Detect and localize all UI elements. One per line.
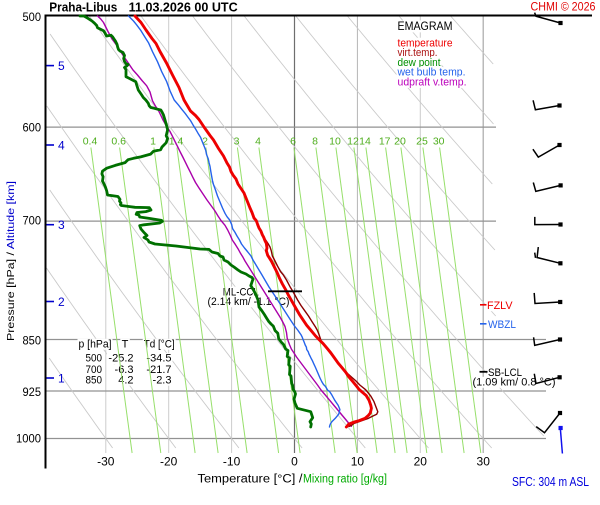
svg-text:-21.7: -21.7: [146, 364, 171, 376]
svg-text:4.2: 4.2: [118, 374, 133, 386]
svg-text:temperature: temperature: [398, 37, 453, 49]
svg-text:0.4: 0.4: [83, 136, 98, 148]
svg-text:p [hPa]: p [hPa]: [79, 338, 112, 350]
svg-text:20: 20: [414, 454, 428, 468]
svg-text:1.4: 1.4: [169, 136, 184, 148]
svg-text:25: 25: [416, 136, 428, 148]
svg-text:dew point: dew point: [398, 57, 441, 69]
svg-text:850: 850: [23, 333, 42, 347]
svg-text:1: 1: [58, 371, 65, 385]
svg-text:500: 500: [86, 353, 103, 365]
svg-text:-20: -20: [160, 454, 178, 468]
svg-text:T: T: [122, 338, 129, 350]
svg-text:10: 10: [329, 136, 341, 148]
svg-text:SB-LCL: SB-LCL: [488, 367, 522, 379]
svg-text:700: 700: [86, 364, 103, 376]
svg-text:-34.5: -34.5: [146, 353, 171, 365]
svg-text:udpraft v.temp.: udpraft v.temp.: [398, 77, 467, 89]
svg-text:-2.3: -2.3: [153, 374, 172, 386]
svg-text:CHMI © 2026: CHMI © 2026: [531, 1, 596, 13]
svg-text:6: 6: [290, 136, 296, 148]
svg-text:4: 4: [255, 136, 261, 148]
svg-text:-6.3: -6.3: [115, 364, 134, 376]
svg-text:925: 925: [23, 385, 42, 399]
svg-text:4: 4: [58, 138, 65, 152]
svg-text:Td [°C]: Td [°C]: [144, 338, 175, 350]
svg-text:850: 850: [86, 374, 103, 386]
svg-text:500: 500: [23, 10, 42, 24]
svg-text:SFC: 304 m ASL: SFC: 304 m ASL: [512, 475, 589, 489]
svg-text:Mixing ratio [g/kg]: Mixing ratio [g/kg]: [303, 473, 387, 485]
svg-text:2: 2: [58, 295, 65, 309]
svg-text:EMAGRAM: EMAGRAM: [398, 19, 453, 33]
svg-text:(2.14 km/ -1.1 °C): (2.14 km/ -1.1 °C): [208, 296, 290, 308]
svg-text:Praha-Libus: Praha-Libus: [49, 1, 117, 15]
svg-text:1000: 1000: [16, 432, 41, 446]
svg-text:-10: -10: [223, 454, 241, 468]
svg-text:-25.2: -25.2: [108, 353, 133, 365]
svg-text:30: 30: [477, 454, 491, 468]
svg-text:FZLV: FZLV: [487, 300, 513, 312]
svg-text:0.6: 0.6: [111, 136, 126, 148]
svg-text:20: 20: [394, 136, 406, 148]
svg-text:2: 2: [202, 136, 208, 148]
svg-text:WBZL: WBZL: [488, 319, 516, 331]
svg-text:700: 700: [23, 214, 42, 228]
svg-text:-30: -30: [97, 454, 115, 468]
svg-text:11.03.2026 00 UTC: 11.03.2026 00 UTC: [129, 1, 238, 15]
svg-text:8: 8: [312, 136, 318, 148]
svg-text:3: 3: [234, 136, 240, 148]
svg-text:Pressure [hPa] / Altitude [km]: Pressure [hPa] / Altitude [km]: [5, 181, 17, 341]
svg-text:3: 3: [58, 218, 65, 232]
svg-text:Temperature [°C] /: Temperature [°C] /: [198, 473, 304, 485]
svg-text:30: 30: [433, 136, 445, 148]
svg-text:1: 1: [150, 136, 156, 148]
svg-text:17: 17: [379, 136, 391, 148]
svg-text:12: 12: [347, 136, 359, 148]
svg-text:10: 10: [351, 454, 365, 468]
svg-text:600: 600: [23, 121, 42, 135]
svg-text:ML-CCL: ML-CCL: [223, 286, 259, 298]
svg-text:5: 5: [58, 59, 65, 73]
svg-text:wet bulb temp.: wet bulb temp.: [397, 67, 466, 79]
svg-text:14: 14: [359, 136, 371, 148]
svg-text:0: 0: [291, 454, 298, 468]
svg-text:virt.temp.: virt.temp.: [398, 47, 438, 59]
